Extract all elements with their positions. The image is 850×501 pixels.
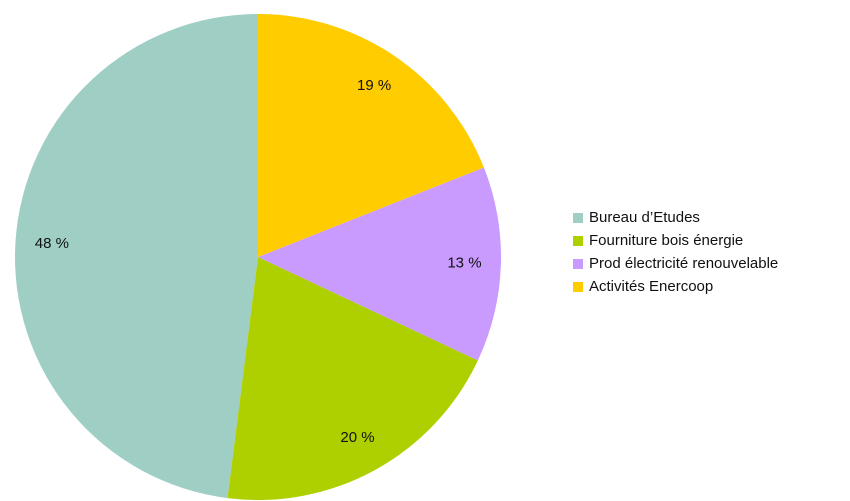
data-label: 20 %: [340, 429, 374, 446]
data-label: 19 %: [357, 77, 391, 94]
legend-swatch: [573, 213, 583, 223]
pie-slice: [15, 14, 258, 499]
legend-label: Bureau d’Etudes: [589, 209, 700, 226]
pie-slice: [258, 14, 484, 257]
legend-label: Prod électricité renouvelable: [589, 255, 778, 272]
data-label: 13 %: [447, 254, 481, 271]
legend-swatch: [573, 282, 583, 292]
legend-swatch: [573, 236, 583, 246]
legend-label: Fourniture bois énergie: [589, 232, 743, 249]
pie-slice: [227, 257, 478, 500]
data-label: 48 %: [35, 235, 69, 252]
pie-slice: [258, 167, 501, 361]
legend-swatch: [573, 259, 583, 269]
legend-label: Activités Enercoop: [589, 278, 713, 295]
